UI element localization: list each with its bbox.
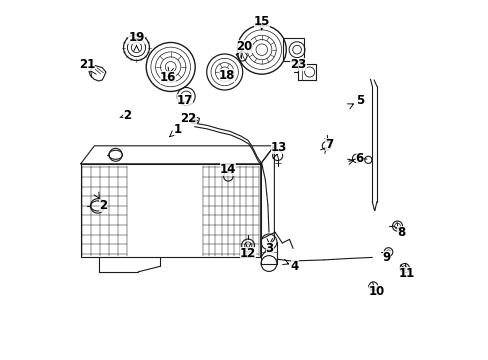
- Text: 6: 6: [355, 152, 363, 165]
- Text: 3: 3: [265, 242, 273, 255]
- Text: 1: 1: [173, 123, 182, 136]
- Text: 7: 7: [325, 138, 332, 150]
- Text: 11: 11: [398, 267, 414, 280]
- Text: 12: 12: [240, 247, 256, 260]
- Text: 5: 5: [355, 94, 363, 107]
- Text: 17: 17: [177, 94, 193, 107]
- Text: 20: 20: [236, 40, 252, 53]
- Text: 2: 2: [123, 109, 131, 122]
- Text: 9: 9: [382, 251, 390, 264]
- Text: 18: 18: [219, 69, 235, 82]
- Text: 15: 15: [253, 15, 269, 28]
- Text: 2: 2: [99, 199, 107, 212]
- Text: 21: 21: [79, 58, 95, 71]
- Text: 22: 22: [180, 112, 197, 125]
- Bar: [282, 38, 304, 61]
- Text: 4: 4: [290, 260, 299, 273]
- Text: 13: 13: [270, 141, 286, 154]
- Text: 16: 16: [160, 71, 176, 84]
- Text: 8: 8: [396, 226, 405, 239]
- Text: 19: 19: [128, 31, 144, 44]
- Text: 14: 14: [220, 163, 236, 176]
- Text: 23: 23: [290, 58, 306, 71]
- Text: 10: 10: [368, 285, 385, 298]
